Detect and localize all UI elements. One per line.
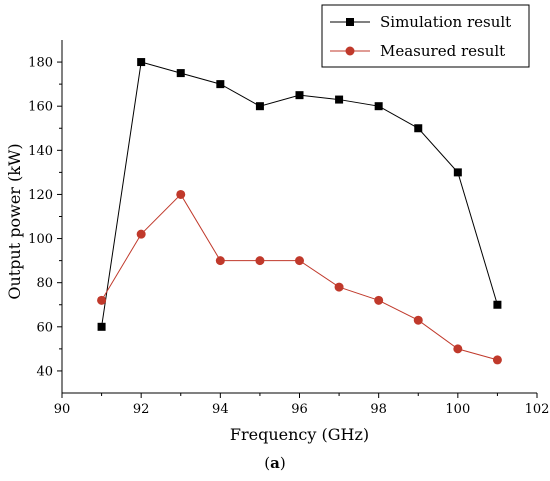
data-point	[374, 102, 383, 111]
series-1	[97, 58, 502, 331]
data-point	[176, 189, 186, 199]
data-point	[255, 256, 265, 266]
data-point	[295, 91, 304, 100]
data-point	[453, 168, 462, 177]
series-line	[101, 61, 498, 327]
data-point	[413, 315, 423, 325]
data-point	[334, 282, 344, 292]
y-tick-label: 100	[28, 232, 53, 247]
caption-letter: a	[270, 454, 280, 472]
x-tick-label: 94	[212, 402, 229, 417]
legend-label: Simulation result	[380, 13, 511, 31]
data-point	[295, 256, 304, 266]
data-point	[137, 58, 146, 67]
data-point	[453, 344, 463, 354]
data-point	[492, 355, 502, 365]
x-axis-title: Frequency (GHz)	[230, 425, 369, 444]
data-point	[255, 102, 264, 111]
y-axis-title: Output power (kW)	[5, 143, 24, 299]
legend-marker	[345, 46, 355, 56]
y-tick-label: 160	[28, 100, 53, 115]
y-tick-label: 80	[36, 276, 53, 291]
data-point	[176, 69, 185, 78]
data-point	[136, 229, 146, 239]
y-tick-label: 180	[28, 56, 53, 71]
caption-open: (	[264, 454, 271, 472]
data-point	[493, 300, 502, 309]
x-tick-label: 102	[525, 402, 550, 417]
data-point	[414, 124, 423, 133]
y-tick-label: 40	[36, 364, 53, 379]
data-point	[97, 295, 107, 305]
data-point	[374, 295, 384, 305]
data-point	[215, 256, 225, 266]
x-tick-label: 96	[291, 402, 308, 417]
x-tick-label: 98	[370, 402, 387, 417]
caption-close: )	[279, 454, 286, 472]
series-line	[101, 193, 498, 361]
series-2	[97, 189, 502, 365]
legend-marker	[346, 18, 354, 26]
figure-caption: (a)	[0, 454, 550, 472]
data-point	[97, 322, 106, 331]
x-tick-label: 90	[54, 402, 71, 417]
x-tick-label: 92	[133, 402, 150, 417]
legend-label: Measured result	[380, 42, 505, 60]
data-point	[216, 80, 225, 89]
y-tick-label: 60	[36, 320, 53, 335]
line-chart: 90 92 94 96 98 100 102 40 60 80 100 120 140 160 180 Fre…	[5, 4, 550, 444]
legend-box	[321, 4, 530, 68]
y-tick-label: 140	[28, 144, 53, 159]
data-point	[335, 95, 344, 104]
y-tick-label: 120	[28, 188, 53, 203]
x-tick-label: 100	[445, 402, 470, 417]
